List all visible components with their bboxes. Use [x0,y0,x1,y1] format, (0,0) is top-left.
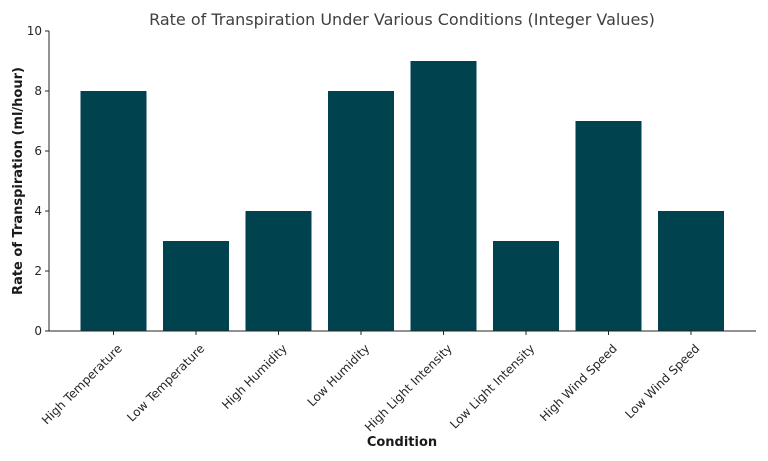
bar-high-temperature [80,91,147,331]
y-tick-label: 2 [34,264,42,278]
bar-low-temperature [163,241,229,331]
y-tick-label: 8 [34,84,42,98]
y-tick-label: 10 [27,24,42,38]
y-tick-label: 0 [34,324,42,338]
x-tick-label: High Humidity [219,341,290,412]
bar-high-light-intensity [410,61,477,331]
x-tick-label: High Light Intensity [362,341,455,434]
bars-group [80,61,724,331]
x-tick-label: Low Wind Speed [622,341,702,421]
x-tick-label: High Temperature [39,341,125,427]
y-ticks-group: 0 2 4 6 8 10 [27,24,49,338]
x-tick-label: Low Humidity [305,341,373,409]
x-tick-label: Low Light Intensity [447,341,537,431]
bar-low-light-intensity [493,241,559,331]
y-tick-label: 4 [34,204,42,218]
x-axis-label: Condition [367,435,437,450]
y-tick-label: 6 [34,144,42,158]
x-tick-label: Low Temperature [124,341,207,424]
bar-low-wind-speed [658,211,724,331]
x-tick-label: High Wind Speed [537,341,620,424]
x-ticks-group: High Temperature Low Temperature High Humi… [39,331,702,434]
y-axis-label: Rate of Transpiration (ml/hour) [11,67,26,295]
bar-low-humidity [328,91,394,331]
bar-high-humidity [245,211,312,331]
bar-high-wind-speed [575,121,642,331]
chart-title: Rate of Transpiration Under Various Cond… [149,10,655,29]
